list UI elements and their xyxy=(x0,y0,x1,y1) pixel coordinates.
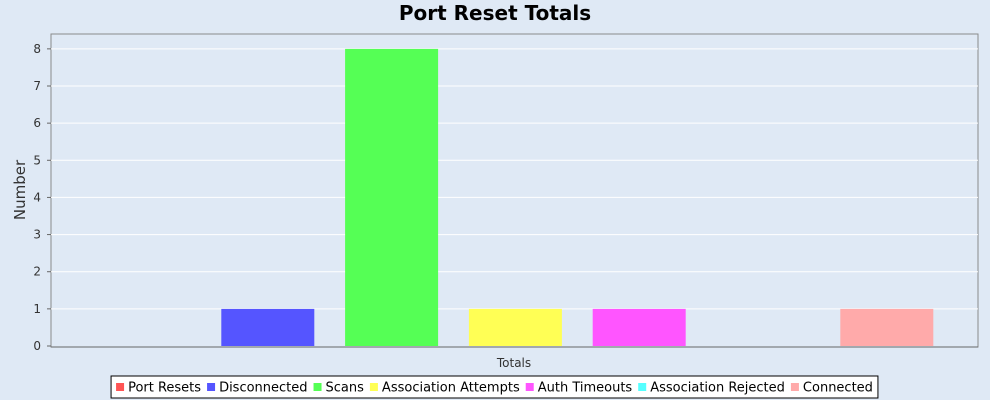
bar-scans xyxy=(345,48,439,347)
bar-association-attempts xyxy=(468,308,562,346)
legend-label: Auth Timeouts xyxy=(538,381,633,396)
bar-connected xyxy=(840,308,934,346)
y-tick-label: 2 xyxy=(33,265,41,279)
y-tick-label: 3 xyxy=(33,228,41,242)
legend-item: Auth Timeouts xyxy=(525,381,633,396)
legend-label: Scans xyxy=(326,381,365,396)
legend-label: Connected xyxy=(803,381,873,396)
legend-swatch xyxy=(313,383,322,391)
bar-disconnected xyxy=(221,308,315,346)
legend-label: Disconnected xyxy=(219,381,307,396)
legend-item: Association Rejected xyxy=(638,381,785,396)
legend-swatch xyxy=(207,383,216,391)
legend-item: Scans xyxy=(313,381,365,396)
legend-label: Port Resets xyxy=(128,381,201,396)
y-axis-ticks: 0 1 2 3 4 5 6 7 8 xyxy=(33,42,51,353)
legend-item: Association Attempts xyxy=(369,381,520,396)
legend-item: Connected xyxy=(790,381,873,396)
y-tick-label: 6 xyxy=(33,116,41,130)
y-axis-label: Number xyxy=(11,159,29,220)
y-tick-label: 4 xyxy=(33,190,41,204)
legend-item: Port Resets xyxy=(116,381,201,396)
bar-auth-timeouts xyxy=(592,308,686,346)
bars xyxy=(221,48,934,347)
y-tick-label: 8 xyxy=(33,42,41,56)
y-tick-label: 0 xyxy=(33,339,41,353)
y-tick-label: 5 xyxy=(33,153,41,167)
legend-swatch xyxy=(369,383,378,391)
legend-swatch xyxy=(638,383,647,391)
legend xyxy=(110,375,879,399)
legend-swatch xyxy=(790,383,799,391)
legend-items: Port Resets Disconnected Scans Association … xyxy=(116,381,873,396)
y-tick-label: 1 xyxy=(33,302,41,316)
legend-label: Association Rejected xyxy=(650,381,785,396)
grid-lines xyxy=(51,48,978,310)
legend-item: Disconnected xyxy=(207,381,308,396)
y-tick-label: 7 xyxy=(33,79,41,93)
plot-area xyxy=(50,33,979,348)
x-category-label: Totals xyxy=(496,356,531,370)
legend-swatch xyxy=(116,383,125,391)
legend-swatch xyxy=(525,383,534,391)
chart-title: Port Reset Totals xyxy=(399,1,591,25)
legend-label: Association Attempts xyxy=(382,381,520,396)
